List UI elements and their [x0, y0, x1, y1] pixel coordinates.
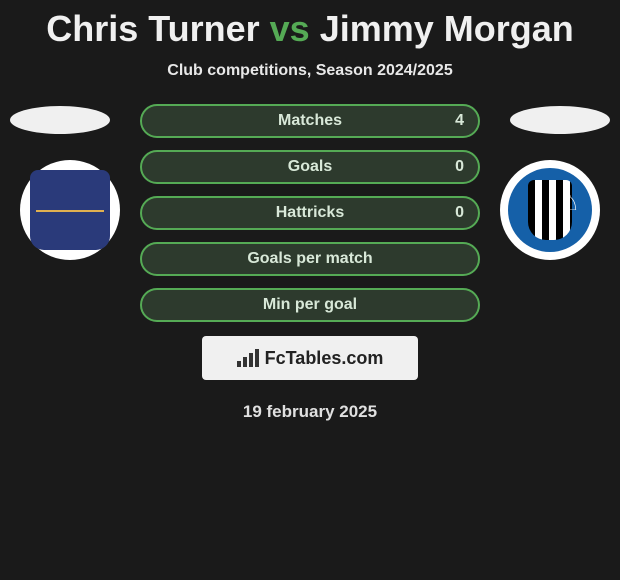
stats-section: ♘ Matches 4 Goals 0 Hattricks 0 Goals pe…	[0, 104, 620, 422]
stat-label: Min per goal	[263, 296, 357, 314]
stat-label: Matches	[278, 112, 342, 130]
player1-name: Chris Turner	[46, 8, 259, 49]
stat-right: 4	[455, 112, 464, 130]
fctables-chart-icon	[237, 349, 259, 367]
stat-right: 0	[455, 204, 464, 222]
page-title: Chris Turner vs Jimmy Morgan	[0, 0, 620, 50]
date-label: 19 february 2025	[0, 402, 620, 422]
player2-photo-placeholder	[510, 106, 610, 134]
stat-row-goals: Goals 0	[140, 150, 480, 184]
vs-text: vs	[270, 8, 310, 49]
stat-row-hattricks: Hattricks 0	[140, 196, 480, 230]
subtitle: Club competitions, Season 2024/2025	[0, 62, 620, 80]
club-badge-right: ♘	[500, 160, 600, 260]
stat-label: Goals	[288, 158, 332, 176]
barrow-crest-icon	[30, 170, 110, 250]
stat-row-gpm: Goals per match	[140, 242, 480, 276]
horse-icon: ♘	[560, 190, 586, 220]
stat-row-matches: Matches 4	[140, 104, 480, 138]
stat-row-mpg: Min per goal	[140, 288, 480, 322]
stat-rows: Matches 4 Goals 0 Hattricks 0 Goals per …	[140, 104, 480, 322]
branding-text: FcTables.com	[265, 348, 384, 369]
stat-right: 0	[455, 158, 464, 176]
club-badge-left	[20, 160, 120, 260]
stat-label: Hattricks	[276, 204, 344, 222]
player1-photo-placeholder	[10, 106, 110, 134]
gillingham-crest-icon: ♘	[508, 168, 592, 252]
stat-label: Goals per match	[247, 250, 372, 268]
player2-name: Jimmy Morgan	[320, 8, 574, 49]
branding-badge: FcTables.com	[202, 336, 418, 380]
